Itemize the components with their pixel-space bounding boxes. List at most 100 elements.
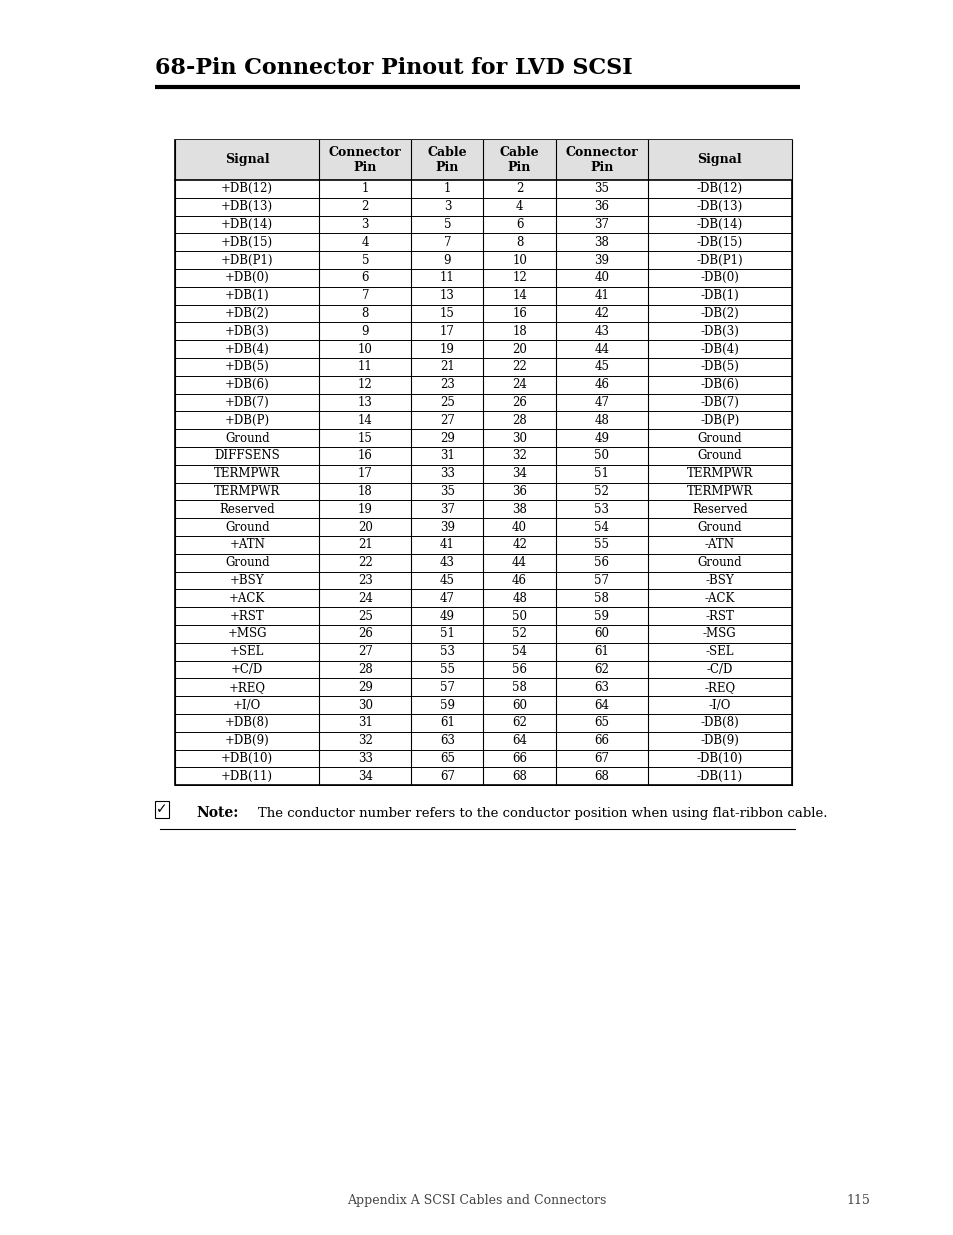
Text: +C/D: +C/D <box>231 663 263 676</box>
Text: -ACK: -ACK <box>704 592 734 605</box>
Text: -DB(8): -DB(8) <box>700 716 739 730</box>
Text: Ground: Ground <box>697 431 741 445</box>
Text: Cable
Pin: Cable Pin <box>427 146 467 174</box>
Text: TERMPWR: TERMPWR <box>686 467 752 480</box>
Text: 43: 43 <box>594 325 609 338</box>
Text: -DB(P): -DB(P) <box>700 414 739 427</box>
Text: +DB(P1): +DB(P1) <box>221 253 274 267</box>
Text: 17: 17 <box>357 467 373 480</box>
Text: 9: 9 <box>361 325 369 338</box>
Text: Ground: Ground <box>225 521 270 534</box>
Text: 54: 54 <box>512 645 527 658</box>
Text: 39: 39 <box>594 253 609 267</box>
Text: 30: 30 <box>357 699 373 711</box>
Text: 62: 62 <box>594 663 608 676</box>
Text: Ground: Ground <box>697 450 741 462</box>
Text: 32: 32 <box>357 734 373 747</box>
Text: 58: 58 <box>594 592 608 605</box>
Text: 58: 58 <box>512 680 526 694</box>
Text: 34: 34 <box>512 467 527 480</box>
Text: -DB(15): -DB(15) <box>696 236 742 248</box>
Text: Ground: Ground <box>697 556 741 569</box>
Text: +I/O: +I/O <box>233 699 261 711</box>
Text: -DB(10): -DB(10) <box>696 752 742 764</box>
Bar <box>174 140 791 785</box>
Text: 37: 37 <box>594 219 609 231</box>
Text: 15: 15 <box>357 431 373 445</box>
Text: 23: 23 <box>357 574 373 587</box>
Text: Connector
Pin: Connector Pin <box>565 146 638 174</box>
Text: 61: 61 <box>594 645 608 658</box>
Text: 41: 41 <box>439 538 455 551</box>
Text: 17: 17 <box>439 325 455 338</box>
Text: +DB(2): +DB(2) <box>225 308 270 320</box>
Text: 24: 24 <box>357 592 373 605</box>
Text: 26: 26 <box>357 627 373 641</box>
Text: 54: 54 <box>594 521 609 534</box>
Text: 21: 21 <box>439 361 455 373</box>
Text: 51: 51 <box>594 467 608 480</box>
Text: -DB(5): -DB(5) <box>700 361 739 373</box>
Text: -C/D: -C/D <box>706 663 732 676</box>
Text: 3: 3 <box>361 219 369 231</box>
Text: 29: 29 <box>439 431 455 445</box>
Text: 33: 33 <box>439 467 455 480</box>
Text: 48: 48 <box>512 592 526 605</box>
Text: 56: 56 <box>594 556 609 569</box>
Text: 10: 10 <box>512 253 526 267</box>
Text: 115: 115 <box>845 1194 869 1207</box>
Text: 55: 55 <box>439 663 455 676</box>
Text: 13: 13 <box>439 289 455 303</box>
Text: 18: 18 <box>512 325 526 338</box>
Text: 2: 2 <box>516 183 523 195</box>
Text: 64: 64 <box>594 699 609 711</box>
Text: 11: 11 <box>439 272 455 284</box>
Text: +DB(0): +DB(0) <box>225 272 270 284</box>
Text: 35: 35 <box>594 183 609 195</box>
Text: 14: 14 <box>512 289 526 303</box>
Text: -DB(11): -DB(11) <box>696 769 742 783</box>
Text: 52: 52 <box>594 485 608 498</box>
Text: 4: 4 <box>516 200 523 214</box>
Text: 53: 53 <box>439 645 455 658</box>
Text: 68: 68 <box>512 769 526 783</box>
Text: +BSY: +BSY <box>230 574 264 587</box>
Text: +DB(1): +DB(1) <box>225 289 270 303</box>
Text: 31: 31 <box>439 450 455 462</box>
Text: +DB(4): +DB(4) <box>225 342 270 356</box>
Text: 62: 62 <box>512 716 526 730</box>
Text: -DB(2): -DB(2) <box>700 308 739 320</box>
Text: 67: 67 <box>439 769 455 783</box>
Text: 7: 7 <box>361 289 369 303</box>
Text: 25: 25 <box>357 610 373 622</box>
Text: 44: 44 <box>594 342 609 356</box>
Text: -DB(14): -DB(14) <box>696 219 742 231</box>
Text: 56: 56 <box>512 663 527 676</box>
Text: 51: 51 <box>439 627 455 641</box>
Text: 50: 50 <box>512 610 527 622</box>
Text: 7: 7 <box>443 236 451 248</box>
Text: 15: 15 <box>439 308 455 320</box>
Text: 19: 19 <box>357 503 373 516</box>
Text: 18: 18 <box>357 485 373 498</box>
Text: 31: 31 <box>357 716 373 730</box>
Text: 20: 20 <box>357 521 373 534</box>
Text: 64: 64 <box>512 734 527 747</box>
Text: Cable
Pin: Cable Pin <box>499 146 538 174</box>
Text: 6: 6 <box>516 219 523 231</box>
Text: 19: 19 <box>439 342 455 356</box>
Text: 48: 48 <box>594 414 608 427</box>
Text: 45: 45 <box>594 361 609 373</box>
Text: 3: 3 <box>443 200 451 214</box>
Text: 68-Pin Connector Pinout for LVD SCSI: 68-Pin Connector Pinout for LVD SCSI <box>154 57 632 79</box>
Bar <box>174 140 791 180</box>
Text: DIFFSENS: DIFFSENS <box>214 450 280 462</box>
Text: 35: 35 <box>439 485 455 498</box>
Text: +DB(12): +DB(12) <box>221 183 273 195</box>
Text: Connector
Pin: Connector Pin <box>329 146 401 174</box>
Text: +REQ: +REQ <box>229 680 266 694</box>
Text: TERMPWR: TERMPWR <box>686 485 752 498</box>
Text: 8: 8 <box>361 308 369 320</box>
Text: Signal: Signal <box>225 153 270 167</box>
Text: 47: 47 <box>594 396 609 409</box>
